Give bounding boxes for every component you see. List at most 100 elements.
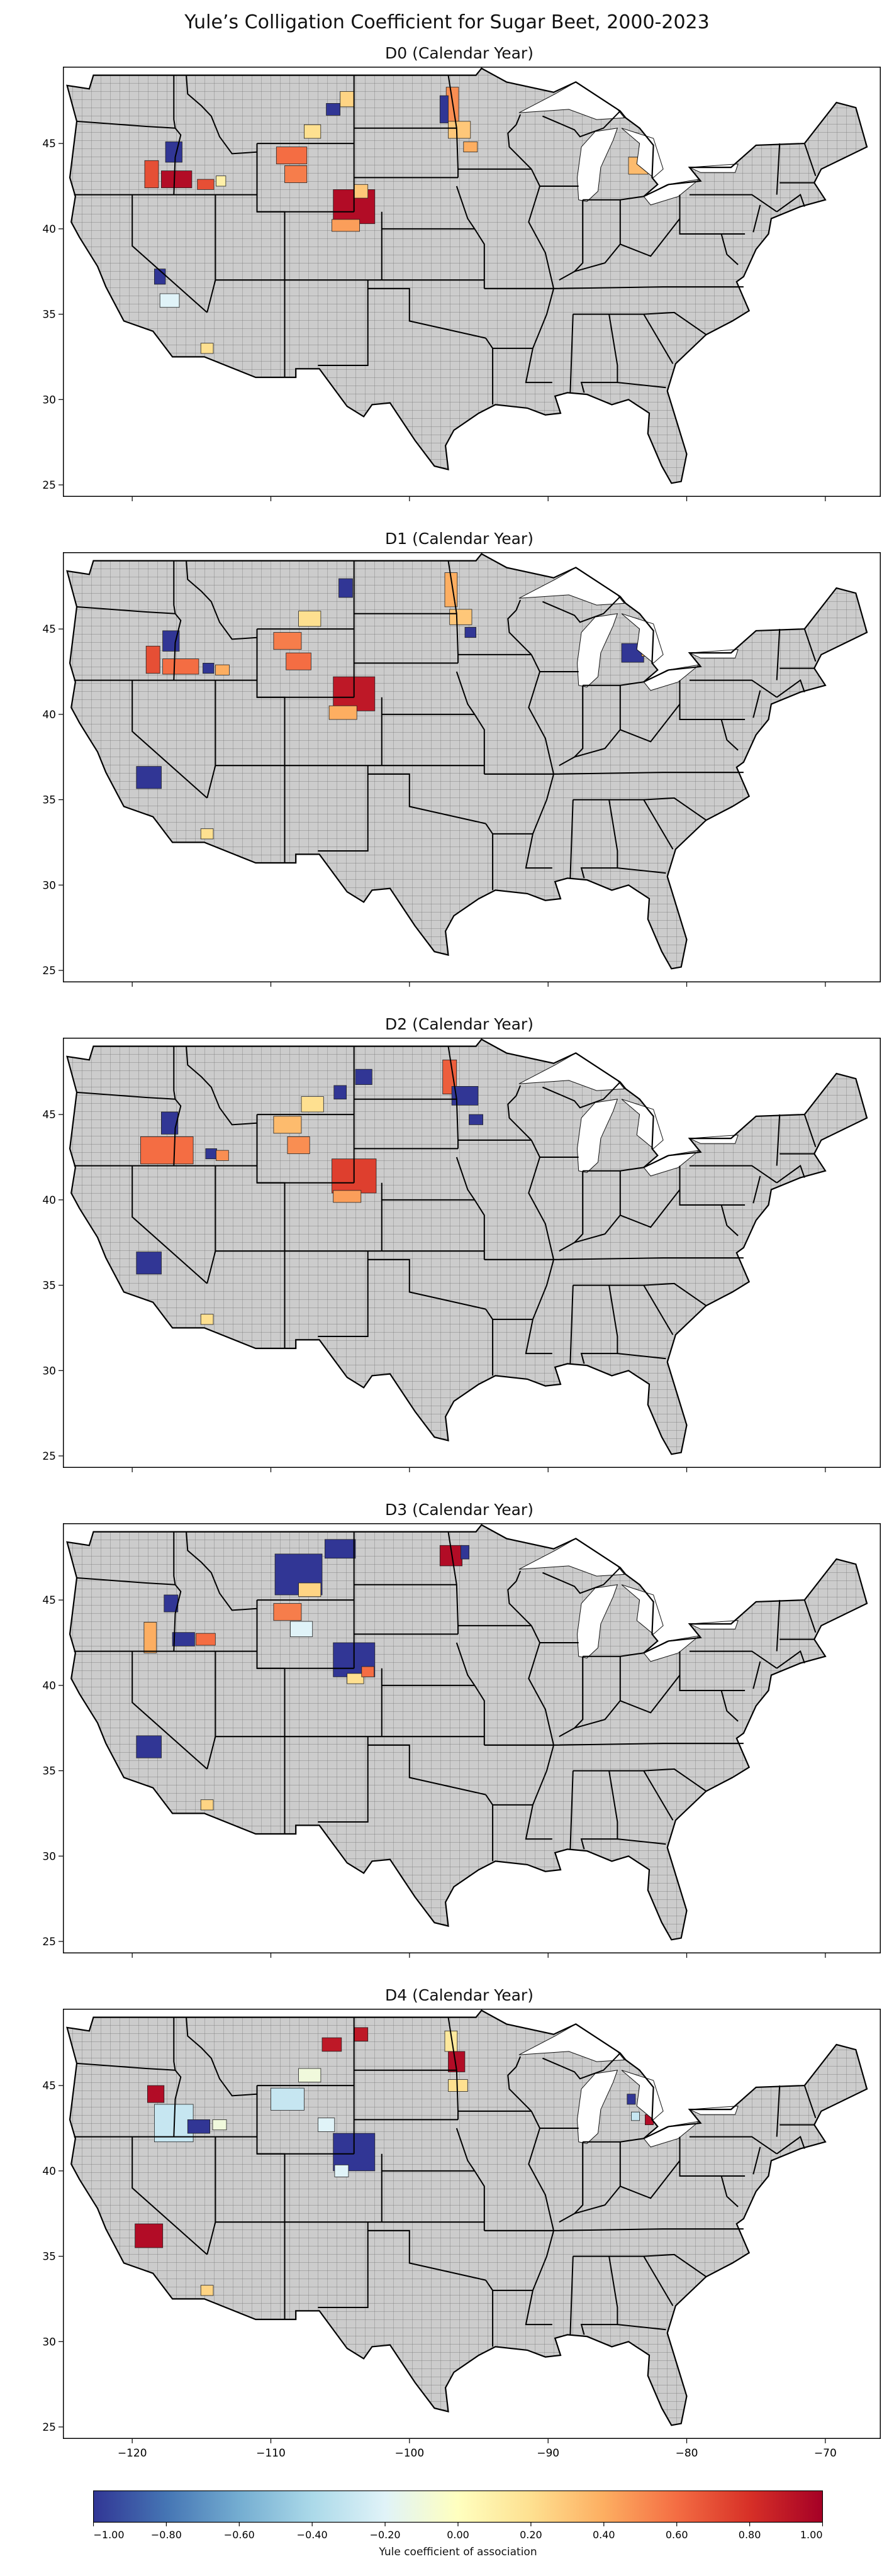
county-value-patch <box>160 170 193 189</box>
map-frame <box>63 2009 881 2439</box>
colorbar-tick-label: 0.40 <box>593 2529 615 2541</box>
state-boundary <box>620 703 681 743</box>
state-boundary <box>679 1165 746 1206</box>
y-tick-label: 35 <box>42 1280 56 1292</box>
county-value-patch <box>333 1190 362 1203</box>
x-tick-label: −70 <box>814 2447 837 2460</box>
state-boundary <box>776 1650 805 1669</box>
state-boundary <box>574 1656 621 1729</box>
county-value-patch <box>340 91 355 108</box>
state-boundary <box>507 1570 532 1626</box>
county-value-patch <box>200 1799 214 1811</box>
map-svg <box>63 67 881 497</box>
county-value-patch <box>284 165 308 183</box>
county-value-patch <box>200 2285 214 2296</box>
great-lake <box>689 2106 739 2115</box>
county-value-patch <box>303 124 321 139</box>
colorbar-tick-label: 0.00 <box>447 2529 469 2541</box>
map-panel-4: D4 (Calendar Year) 25 30 35 40 45 −120 −110 −100… <box>38 1986 881 2460</box>
state-boundary <box>583 1652 644 1657</box>
state-boundary <box>455 671 485 774</box>
great-lake <box>576 2070 618 2144</box>
state-boundary <box>752 204 761 233</box>
state-boundary <box>455 1157 485 1260</box>
map-svg <box>63 552 881 982</box>
state-boundary <box>617 2324 666 2331</box>
state-boundary <box>752 1175 761 1204</box>
y-axis: 25 30 35 40 45 <box>42 138 63 492</box>
state-boundary <box>542 1567 621 1594</box>
map-panel-1: D1 (Calendar Year) 25 30 35 40 45 <box>38 530 881 987</box>
y-tick-label: 30 <box>42 1850 56 1863</box>
state-boundary <box>257 696 286 863</box>
x-tick-label: −110 <box>256 2447 286 2460</box>
x-tick-label: −90 <box>537 2447 559 2460</box>
county-value-patch <box>301 1096 324 1113</box>
state-boundary <box>752 1661 761 1689</box>
county-value-patch <box>145 645 160 674</box>
colorbar-tick-label: −0.40 <box>297 2529 328 2541</box>
state-boundary <box>643 1285 674 1335</box>
state-boundary <box>131 1165 208 1284</box>
axes-frame <box>63 1038 881 1468</box>
county-value-patch <box>289 1621 313 1637</box>
y-tick-label: 30 <box>42 1365 56 1377</box>
y-tick-label: 25 <box>42 1450 56 1463</box>
y-tick-label: 30 <box>42 394 56 406</box>
state-boundary <box>76 2062 176 2071</box>
colorbar-label: Yule coefficient of association <box>379 2546 537 2558</box>
state-boundary <box>507 599 532 655</box>
state-boundary <box>643 2256 674 2306</box>
state-boundary <box>559 199 584 281</box>
county-value-patch <box>354 2027 369 2042</box>
county-value-patch <box>464 627 477 638</box>
great-lake <box>689 1135 739 1144</box>
county-value-patch <box>271 2087 305 2111</box>
county-value-patch <box>136 1252 162 1275</box>
great-lake <box>576 613 618 687</box>
us-outline <box>66 67 868 484</box>
state-boundary <box>583 681 644 686</box>
state-boundary <box>776 2136 805 2155</box>
great-lake <box>689 164 739 173</box>
map-frame <box>63 552 881 982</box>
county-value-patch <box>298 1582 321 1597</box>
y-tick-label: 35 <box>42 309 56 321</box>
map-frame <box>63 1523 881 1953</box>
county-value-patch <box>448 2079 468 2092</box>
state-boundary <box>617 1838 666 1845</box>
county-value-patch <box>147 2085 165 2103</box>
state-boundary <box>553 2228 744 2231</box>
state-boundary <box>447 2017 459 2120</box>
county-value-patch <box>347 1673 364 1684</box>
state-boundary <box>569 799 574 879</box>
state-boundary <box>507 1085 532 1141</box>
state-boundary <box>76 120 176 129</box>
panel-title: D3 (Calendar Year) <box>385 1501 534 1519</box>
state-boundary <box>542 596 621 623</box>
state-boundary <box>679 2136 746 2177</box>
y-tick-label: 25 <box>42 965 56 977</box>
state-boundary <box>803 1599 817 1633</box>
state-boundary <box>776 629 781 680</box>
county-value-patch <box>298 2068 321 2083</box>
state-boundary <box>689 1650 778 1669</box>
county-value-patch <box>212 2119 227 2131</box>
county-value-patch <box>165 142 182 163</box>
state-boundary <box>318 2222 369 2308</box>
state-boundary <box>583 196 644 201</box>
state-boundary <box>569 1285 574 1364</box>
county-value-patch <box>143 1621 157 1653</box>
state-boundary <box>367 287 486 339</box>
state-boundary <box>720 1204 739 1236</box>
state-boundary <box>720 2175 739 2207</box>
colorbar-tick-label: −0.80 <box>151 2529 182 2541</box>
state-boundary <box>559 685 584 767</box>
state-boundary <box>318 1736 369 1823</box>
colorbar-tick-label: 0.20 <box>520 2529 542 2541</box>
state-boundary <box>617 382 666 389</box>
us-land <box>67 553 868 969</box>
x-tick-label: −100 <box>394 2447 424 2460</box>
county-value-patch <box>159 293 180 308</box>
county-value-patch <box>448 121 471 139</box>
